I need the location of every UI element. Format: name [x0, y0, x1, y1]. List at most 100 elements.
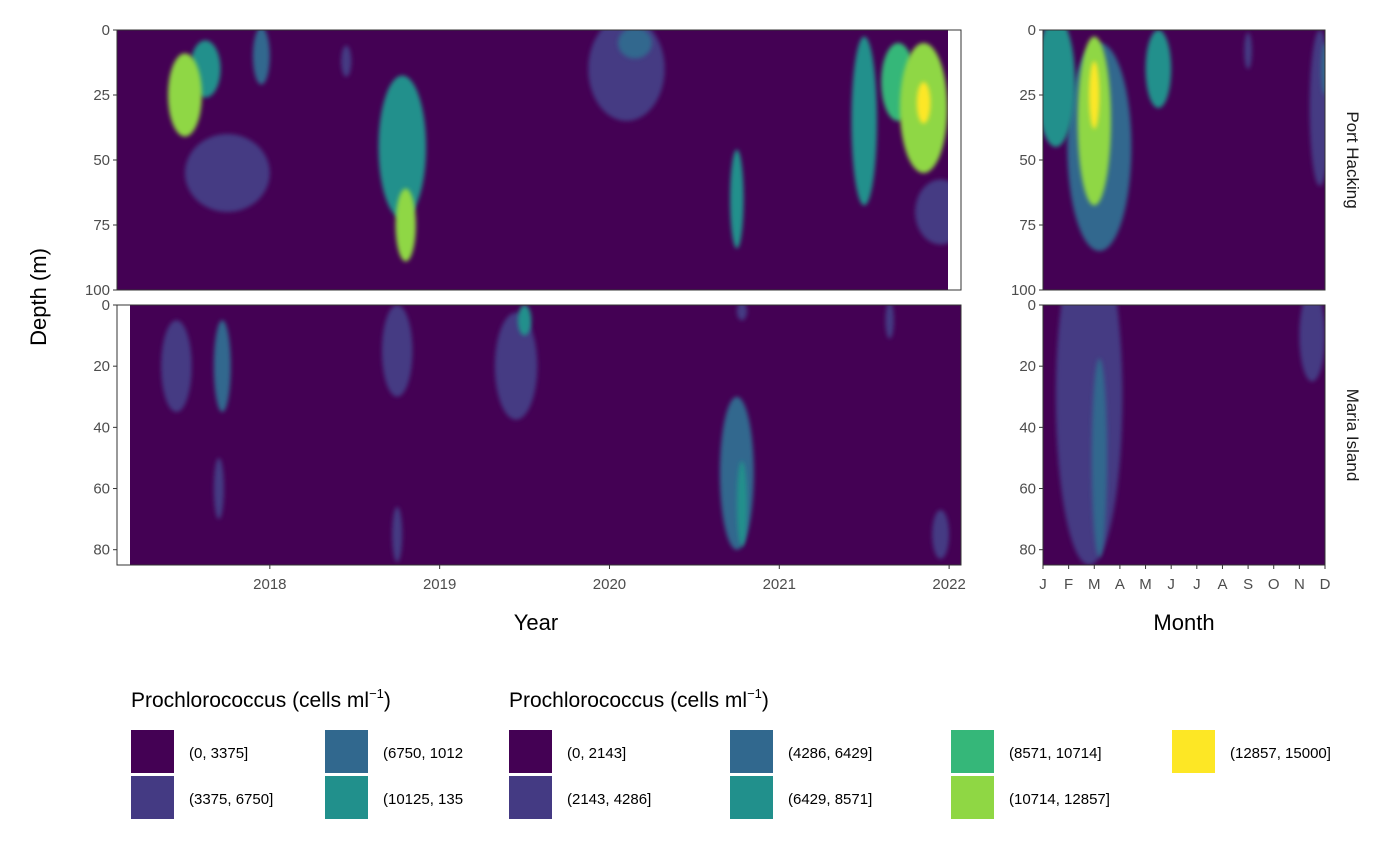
contour-region: [719, 396, 754, 550]
no-data-region: [117, 305, 130, 565]
contour-region: [213, 457, 224, 520]
legend-key: [131, 730, 174, 773]
legend-title-superscript: −1: [747, 686, 762, 701]
x-tick-label: S: [1243, 576, 1253, 593]
contour-region: [341, 45, 352, 77]
no-data-region: [948, 30, 961, 290]
y-tick-label: 0: [102, 297, 110, 314]
legend-title: Prochlorococcus (cells ml−1): [509, 686, 769, 712]
panel-border: [1042, 304, 1326, 566]
legend-label: (6429, 8571]: [788, 791, 872, 808]
x-tick-label: 2018: [253, 576, 286, 593]
contour-region: [1244, 32, 1252, 69]
x-tick-label: J: [1039, 576, 1047, 593]
y-tick-label: 20: [93, 358, 110, 375]
y-tick-label: 50: [93, 152, 110, 169]
y-tick-label: 25: [93, 87, 110, 104]
contour-region: [1321, 43, 1325, 95]
contour-region: [252, 30, 270, 85]
legend-label: (3375, 6750]: [189, 791, 273, 808]
legend-title-close: ): [384, 689, 391, 712]
climatology-panel-1: [1043, 305, 1325, 565]
legend-label: (10125, 135: [383, 791, 463, 808]
y-axis-title: Depth (m): [26, 248, 51, 346]
legend-label: (12857, 15000]: [1230, 745, 1331, 762]
contour-region: [213, 320, 231, 413]
legend-0: Prochlorococcus (cells ml−1) (0, 3375] (33…: [131, 686, 463, 819]
x-tick-label: 2022: [932, 576, 965, 593]
legend-label: (4286, 6429]: [788, 745, 872, 762]
legend-label: (10714, 12857]: [1009, 791, 1110, 808]
strip-label-station: Maria Island: [1343, 389, 1362, 482]
x-tick-label: F: [1064, 576, 1073, 593]
contour-region: [736, 305, 748, 321]
x-axis-title-year: Year: [514, 610, 558, 635]
legend-key: [1172, 730, 1215, 773]
x-tick-label: M: [1139, 576, 1152, 593]
x-tick-label: M: [1088, 576, 1101, 593]
x-tick-label: O: [1268, 576, 1280, 593]
x-axis-title-month: Month: [1153, 610, 1214, 635]
contour-region: [1089, 61, 1100, 129]
contour-region: [517, 305, 532, 336]
legend-title-close: ): [762, 689, 769, 712]
legend-1: Prochlorococcus (cells ml−1) (0, 2143] (21…: [509, 686, 1331, 819]
contour-region: [916, 82, 931, 124]
contour-region: [1309, 30, 1325, 186]
y-tick-label: 80: [93, 542, 110, 559]
x-tick-label: J: [1193, 576, 1201, 593]
y-tick-label: 80: [1019, 542, 1036, 559]
contour-region: [161, 320, 192, 413]
x-tick-label: 2021: [763, 576, 796, 593]
legend-label: (0, 3375]: [189, 745, 248, 762]
y-tick-label: 0: [102, 22, 110, 39]
legend-label: (8571, 10714]: [1009, 745, 1102, 762]
contour-region: [1145, 30, 1172, 108]
contour-region: [1091, 358, 1108, 558]
contour-region: [494, 312, 538, 420]
panel-background: [117, 305, 961, 565]
legend-key: [325, 730, 368, 773]
legend-key: [730, 776, 773, 819]
x-tick-label: 2019: [423, 576, 456, 593]
y-tick-label: 60: [1019, 481, 1036, 498]
legend-key: [131, 776, 174, 819]
contour-region: [617, 30, 652, 59]
y-tick-label: 40: [1019, 419, 1036, 436]
panel-border: [116, 304, 962, 566]
legend-key: [951, 776, 994, 819]
x-tick-label: 2020: [593, 576, 626, 593]
climatology-panel-0: [1043, 30, 1325, 290]
legend-title: Prochlorococcus (cells ml−1): [131, 686, 391, 712]
y-tick-label: 60: [93, 481, 110, 498]
x-tick-label: N: [1294, 576, 1305, 593]
legends: Prochlorococcus (cells ml−1)(0, 3375](33…: [131, 686, 1331, 819]
strip-label-station: Port Hacking: [1343, 111, 1362, 208]
y-tick-label: 100: [1011, 282, 1036, 299]
legend-key: [951, 730, 994, 773]
contour-region: [1043, 30, 1076, 147]
contour-region: [730, 149, 744, 249]
contour-region: [736, 461, 748, 547]
legend-title-main: Prochlorococcus (cells ml: [131, 689, 369, 712]
legend-label: (6750, 1012: [383, 745, 463, 762]
y-tick-label: 20: [1019, 358, 1036, 375]
timeseries-panel-1: [117, 305, 961, 565]
x-tick-label: A: [1217, 576, 1227, 593]
contour-region: [395, 188, 416, 262]
timeseries-panel-0: [117, 30, 961, 290]
panels: [116, 29, 1326, 566]
legend-key: [509, 730, 552, 773]
legend-key: [509, 776, 552, 819]
x-tick-label: A: [1115, 576, 1125, 593]
contour-region: [885, 305, 894, 339]
contour-region: [392, 506, 403, 562]
y-tick-label: 25: [1019, 87, 1036, 104]
contour-region: [381, 305, 413, 397]
x-tick-label: J: [1167, 576, 1175, 593]
legend-label: (0, 2143]: [567, 745, 626, 762]
legend-title-main: Prochlorococcus (cells ml: [509, 689, 747, 712]
legend-key: [325, 776, 368, 819]
